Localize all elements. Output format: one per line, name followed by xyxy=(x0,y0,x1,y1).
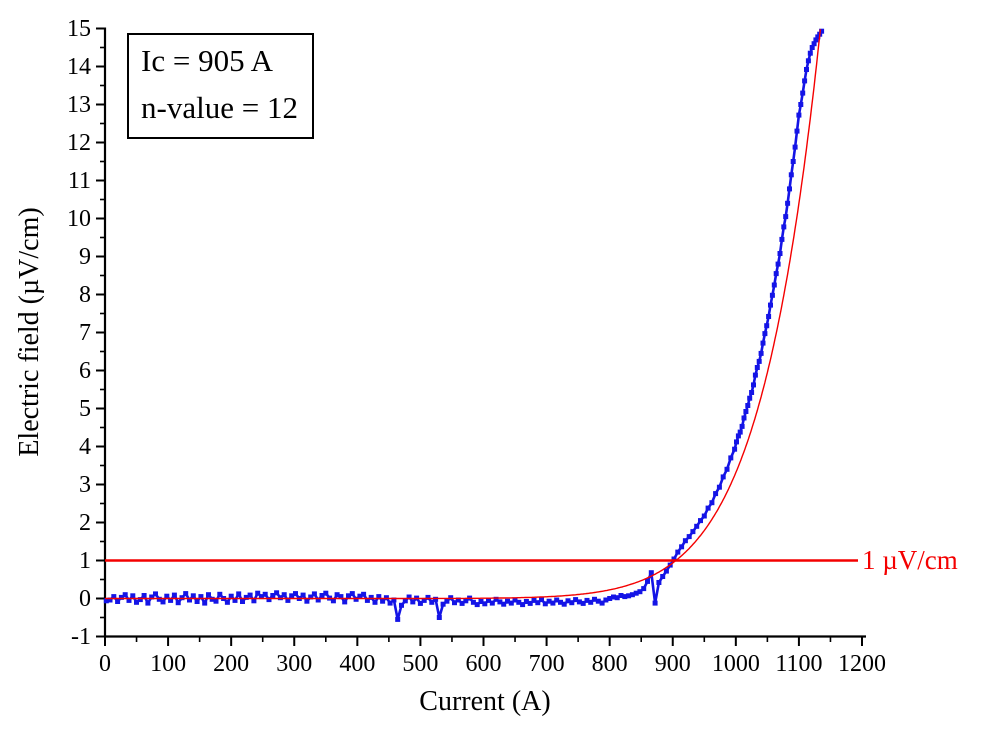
x-tick-label: 100 xyxy=(150,650,187,677)
y-tick-label: 3 xyxy=(79,471,91,498)
ic-value-text: Ic = 905 A xyxy=(141,43,273,78)
power-law-fit-curve xyxy=(105,29,822,600)
x-tick-label: 1000 xyxy=(711,650,760,677)
criterion-line-label: 1 µV/cm xyxy=(862,544,958,575)
x-tick-label: 900 xyxy=(654,650,691,677)
y-tick-label: 6 xyxy=(79,357,91,384)
x-tick-label: 600 xyxy=(465,650,502,677)
x-tick-label: 0 xyxy=(99,650,111,677)
y-tick-label: 10 xyxy=(67,205,91,232)
x-tick-label: 200 xyxy=(213,650,250,677)
y-tick-label: 1 xyxy=(79,547,91,574)
x-tick-label: 400 xyxy=(339,650,376,677)
y-tick-label: 8 xyxy=(79,281,91,308)
fit-results-annotation-box: Ic = 905 A n-value = 12 xyxy=(127,33,314,139)
y-tick-label: 7 xyxy=(79,319,91,346)
y-tick-label: 2 xyxy=(79,509,91,536)
n-value-text: n-value = 12 xyxy=(141,90,298,125)
y-tick-label: 4 xyxy=(79,433,91,460)
y-tick-label: 0 xyxy=(79,585,91,612)
y-tick-label: 5 xyxy=(79,395,91,422)
axes-spines-and-ticks xyxy=(96,27,866,646)
y-tick-label: 9 xyxy=(79,243,91,270)
x-tick-label: 1200 xyxy=(838,650,886,677)
y-tick-label: 12 xyxy=(67,129,91,156)
x-tick-label: 1100 xyxy=(775,650,823,677)
y-tick-label: -1 xyxy=(71,623,91,650)
x-tick-label: 700 xyxy=(528,650,565,677)
x-tick-label: 300 xyxy=(276,650,313,677)
measured-data-series xyxy=(103,28,825,622)
x-tick-label: 800 xyxy=(591,650,628,677)
x-axis-title: Current (A) xyxy=(419,686,551,717)
x-tick-label: 500 xyxy=(402,650,439,677)
y-tick-label: 13 xyxy=(67,91,91,118)
y-tick-label: 15 xyxy=(67,15,91,42)
y-tick-label: 11 xyxy=(67,167,91,194)
y-tick-label: 14 xyxy=(67,53,91,80)
y-axis-title: Electric field (µV/cm) xyxy=(14,207,45,457)
